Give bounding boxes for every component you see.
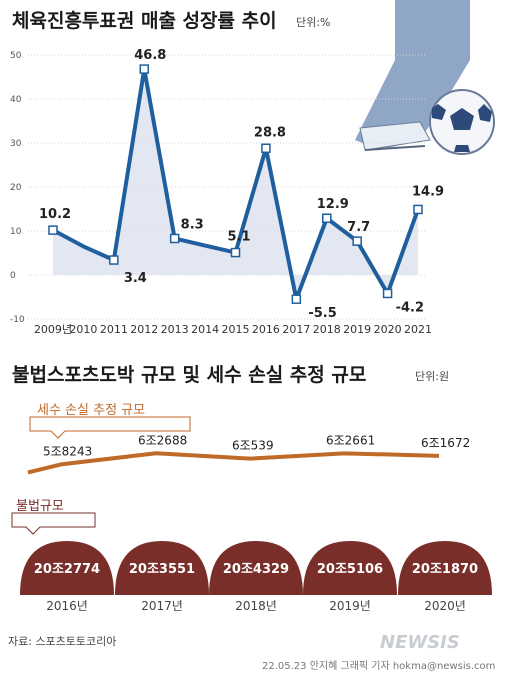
chart2-tax-label: 6조539 bbox=[232, 439, 274, 453]
chart1-data-label: 3.4 bbox=[124, 271, 147, 286]
chart1-x-tick: 2018 bbox=[313, 323, 341, 336]
chart1-x-tick: 2012 bbox=[130, 323, 158, 336]
chart2-tax-label: 6조1672 bbox=[421, 436, 470, 450]
legend-tax-loss: 세수 손실 추정 규모 bbox=[29, 403, 191, 439]
legend-illegal: 불법규모 bbox=[11, 499, 96, 535]
chart2-x-tick: 2017년 bbox=[141, 599, 183, 613]
chart1-data-label: -5.5 bbox=[308, 306, 336, 321]
credit-text: 22.05.23 안지혜 그래픽 기자 hokma@newsis.com bbox=[262, 660, 495, 672]
chart2-illegal-label: 20조3551 bbox=[129, 562, 195, 577]
chart1-x-tick: 2019 bbox=[343, 323, 371, 336]
legend-tax-callout bbox=[29, 416, 191, 439]
chart2-tax-label: 5조8243 bbox=[43, 444, 92, 458]
chart1-data-label: 10.2 bbox=[39, 207, 71, 222]
chart1-data-label: 46.8 bbox=[134, 48, 166, 63]
chart2-x-tick: 2016년 bbox=[46, 599, 88, 613]
chart2-tax-label: 6조2661 bbox=[326, 433, 375, 447]
chart1-unit: 단위:% bbox=[296, 16, 330, 29]
chart1-x-tick: 2010 bbox=[69, 323, 97, 336]
chart2-tax-labels: 5조8243 6조2688 6조539 6조2661 6조1672 bbox=[43, 433, 470, 458]
chart1-point-marker bbox=[322, 213, 332, 223]
chart1-x-tick: 2020 bbox=[374, 323, 402, 336]
chart1-x-tick: 2015 bbox=[222, 323, 250, 336]
chart1-point-marker bbox=[139, 64, 149, 74]
chart2-tax-line bbox=[27, 451, 440, 475]
legend-illegal-callout bbox=[11, 512, 96, 535]
chart2-title: 불법스포츠도박 규모 및 세수 손실 추정 규모 bbox=[12, 364, 366, 386]
chart2-illegal-label: 20조1870 bbox=[412, 562, 478, 577]
chart1-x-tick: 2009년 bbox=[34, 323, 72, 336]
legend-illegal-label: 불법규모 bbox=[16, 499, 64, 514]
chart1-point-marker bbox=[169, 233, 180, 244]
chart1-x-tick: 2016 bbox=[252, 323, 280, 336]
chart1-point-marker bbox=[48, 225, 58, 235]
chart1-x-tick: 2017 bbox=[282, 323, 310, 336]
chart1-point-marker bbox=[413, 204, 423, 215]
chart2-x-axis: 2016년 2017년 2018년 2019년 2020년 bbox=[46, 599, 466, 613]
chart1-x-tick: 2014 bbox=[191, 323, 219, 336]
chart2-illegal-dome bbox=[303, 541, 397, 595]
chart1-point-marker bbox=[230, 247, 241, 258]
chart2-illegal-dome bbox=[115, 541, 209, 595]
chart2-illegal-dome bbox=[398, 541, 492, 595]
legend-tax-label: 세수 손실 추정 규모 bbox=[37, 403, 145, 418]
chart2-tax-label: 6조2688 bbox=[138, 433, 187, 447]
chart1-data-label: -4.2 bbox=[396, 300, 424, 315]
chart1-data-labels: 10.2 3.4 46.8 8.3 5.1 28.8 -5.5 12.9 7.7 -4.2 14.9 bbox=[39, 48, 444, 321]
chart1-y-tick: 20 bbox=[10, 183, 22, 193]
chart1-y-tick: 10 bbox=[10, 227, 22, 237]
chart1-y-axis: 50 40 30 20 10 0 -10 bbox=[10, 51, 25, 325]
chart1-point-marker bbox=[291, 294, 302, 304]
chart1-x-tick: 2013 bbox=[161, 323, 189, 336]
soccer-illustration-icon bbox=[355, 0, 495, 155]
chart1-data-label: 8.3 bbox=[181, 217, 204, 232]
chart2-x-tick: 2019년 bbox=[329, 599, 371, 613]
chart1-data-label: 12.9 bbox=[317, 197, 349, 212]
chart1-point-marker bbox=[382, 288, 393, 299]
chart2-illegal-marks: 20조2774 20조3551 20조4329 20조5106 20조1870 bbox=[20, 541, 492, 595]
chart1-grid bbox=[28, 54, 425, 320]
chart2-illegal-label: 20조4329 bbox=[223, 562, 289, 577]
chart1-y-tick: 40 bbox=[10, 95, 22, 105]
chart1-data-label: 14.9 bbox=[412, 184, 444, 199]
chart1-data-label: 5.1 bbox=[228, 230, 251, 245]
chart1-title: 체육진흥투표권 매출 성장률 추이 bbox=[12, 9, 277, 32]
source-text: 자료: 스포츠토토코리아 bbox=[8, 635, 116, 648]
newsis-logo: NEWSIS bbox=[380, 632, 460, 653]
chart1-y-tick: 30 bbox=[10, 139, 22, 149]
chart1-x-tick: 2021 bbox=[404, 323, 432, 336]
chart2-x-tick: 2020년 bbox=[424, 599, 466, 613]
chart1-point-marker bbox=[109, 255, 119, 265]
chart2-illegal-label: 20조5106 bbox=[317, 562, 383, 577]
chart1-point-marker bbox=[261, 143, 271, 154]
chart1-data-label: 7.7 bbox=[347, 220, 370, 235]
chart1-x-tick: 2011 bbox=[100, 323, 128, 336]
chart2-illegal-label: 20조2774 bbox=[34, 562, 100, 577]
chart2-unit: 단위:원 bbox=[415, 370, 449, 383]
chart2-x-tick: 2018년 bbox=[235, 599, 277, 613]
chart1-y-tick: -10 bbox=[10, 315, 25, 325]
chart1-data-label: 28.8 bbox=[254, 125, 286, 140]
chart1-y-tick: 50 bbox=[10, 51, 22, 61]
chart1-point-marker bbox=[352, 236, 362, 246]
chart1-points bbox=[48, 64, 423, 304]
chart2-illegal-dome bbox=[209, 541, 303, 595]
chart1-y-tick: 0 bbox=[10, 271, 16, 281]
chart2-illegal-dome bbox=[20, 541, 114, 595]
chart1-area bbox=[53, 69, 418, 300]
